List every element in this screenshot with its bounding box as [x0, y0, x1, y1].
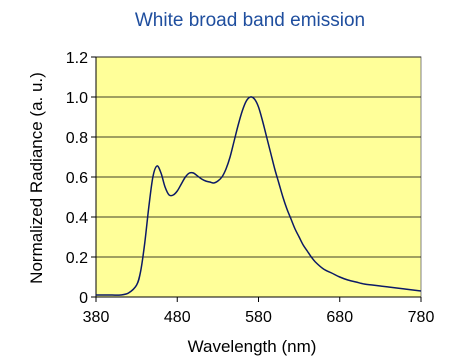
x-tick-label: 580 — [245, 309, 272, 326]
y-axis-label: Normalized Radiance (a. u.) — [27, 72, 46, 284]
y-tick-label: 0 — [79, 290, 88, 307]
x-axis-label: Wavelength (nm) — [188, 337, 317, 356]
y-tick-label: 0.8 — [66, 130, 88, 147]
grid-lines — [96, 56, 421, 258]
x-tick-label: 380 — [83, 309, 110, 326]
x-tick-label: 780 — [408, 309, 435, 326]
x-tick-label: 680 — [326, 309, 353, 326]
y-axis-ticks: 0 0.2 0.4 0.6 0.8 1.0 1.2 — [66, 50, 96, 307]
series-line — [96, 96, 422, 296]
chart-title: White broad band emission — [135, 10, 365, 31]
y-tick-label: 0.4 — [66, 210, 88, 227]
y-tick-label: 0.2 — [66, 250, 88, 267]
y-tick-label: 0.6 — [66, 170, 88, 187]
y-tick-label: 1.0 — [66, 90, 88, 107]
x-axis-ticks: 380 480 580 680 780 — [83, 297, 435, 326]
y-tick-label: 1.2 — [66, 50, 88, 67]
x-tick-label: 480 — [164, 309, 191, 326]
